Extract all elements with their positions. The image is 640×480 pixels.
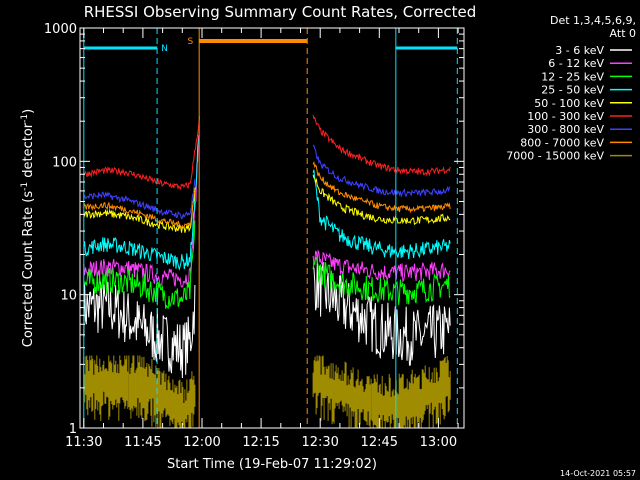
- plot-frame: [79, 27, 465, 429]
- x-tick-label-0: 11:30: [65, 435, 102, 450]
- footer-timestamp: 14-Oct-2021 05:57: [560, 469, 636, 478]
- series-line-6-after: [312, 144, 451, 199]
- orbit-flags: NS: [83, 28, 458, 428]
- night-label: N: [161, 44, 168, 54]
- x-axis: 11:30 11:45 12:00 12:15 12:30 12:45 13:00: [65, 28, 459, 450]
- y-tick-label-1: 10: [60, 289, 77, 304]
- x-tick-label-4: 12:30: [301, 435, 338, 450]
- series-line-2-after: [312, 256, 451, 306]
- series-line-0-after: [312, 260, 451, 366]
- y-axis-label-sup1: -1: [20, 182, 30, 191]
- series-line-8-after: [312, 355, 451, 428]
- series-line-2-before: [83, 220, 196, 310]
- saa-label: S: [187, 37, 193, 47]
- legend-label-0: 3 - 6 keV: [555, 44, 604, 57]
- series-line-5-after: [312, 114, 451, 177]
- y-axis-label: Corrected Count Rate (s-1 detector-1): [20, 109, 36, 347]
- legend-label-5: 100 - 300 keV: [527, 110, 604, 123]
- y-tick-label-2: 100: [52, 155, 77, 170]
- series-line-5-before: [83, 116, 201, 190]
- legend-label-2: 12 - 25 keV: [541, 70, 604, 83]
- series-line-0-before: [83, 281, 196, 379]
- y-tick-label-3: 1000: [44, 22, 77, 37]
- legend-label-6: 300 - 800 keV: [527, 123, 604, 136]
- x-tick-label-3: 12:15: [242, 435, 279, 450]
- x-tick-label-1: 11:45: [124, 435, 161, 450]
- series-line-3-before: [83, 139, 199, 271]
- legend-header-line-1: Att 0: [610, 27, 636, 40]
- series-line-4-after: [312, 174, 451, 226]
- series-line-6-before: [83, 178, 196, 220]
- legend-label-8: 7000 - 15000 keV: [506, 150, 604, 163]
- x-axis-label: Start Time (19-Feb-07 11:29:02): [167, 457, 377, 472]
- x-tick-label-5: 12:45: [361, 435, 398, 450]
- y-axis-label-part1: Corrected Count Rate (s: [21, 191, 36, 348]
- series-line-7-after: [312, 160, 451, 214]
- legend-label-1: 6 - 12 keV: [548, 57, 604, 70]
- y-axis-label-part3: ): [21, 109, 36, 114]
- x-tick-label-2: 12:00: [183, 435, 220, 450]
- series-line-7-before: [83, 191, 196, 229]
- x-tick-label-6: 13:00: [420, 435, 457, 450]
- plot-area: NS: [83, 28, 458, 428]
- y-axis: 1 10 100 1000: [44, 22, 464, 437]
- legend-label-3: 25 - 50 keV: [541, 84, 604, 97]
- legend-header-line-0: Det 1,3,4,5,6,9,: [550, 14, 636, 27]
- series-line-4-before: [83, 187, 196, 233]
- series-line-1-after: [312, 249, 451, 283]
- y-axis-label-part2: detector: [21, 122, 36, 182]
- series-line-3-after: [312, 169, 451, 260]
- y-axis-label-sup2: -1: [20, 114, 30, 123]
- legend-label-4: 50 - 100 keV: [534, 97, 604, 110]
- chart-title: RHESSI Observing Summary Count Rates, Co…: [84, 3, 477, 21]
- y-tick-label-0: 1: [69, 422, 77, 437]
- legend-label-7: 800 - 7000 keV: [520, 136, 604, 149]
